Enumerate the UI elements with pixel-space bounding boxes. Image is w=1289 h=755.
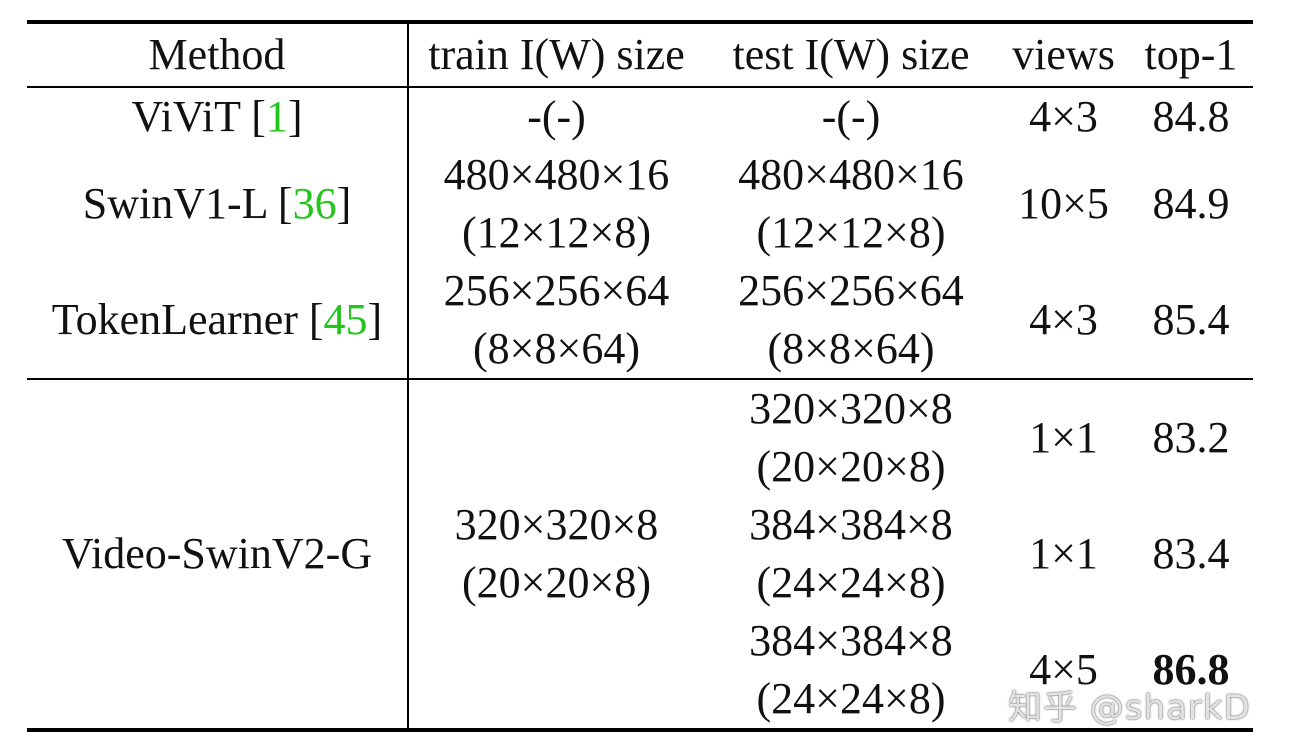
header-row: Method train I(W) size test I(W) size vi… — [27, 22, 1253, 87]
method-name: SwinV1-L — [82, 179, 267, 228]
train-size-line1: 320×320×8 — [454, 500, 659, 549]
test-size-cell: 384×384×8 (24×24×8) — [704, 496, 998, 612]
train-size-cell: 320×320×8 (20×20×8) — [408, 379, 704, 730]
test-size-line2: (20×20×8) — [756, 442, 946, 491]
views-cell: 1×1 — [1029, 529, 1098, 578]
watermark: 知乎 @sharkD — [1008, 688, 1251, 728]
table-row: TokenLearner [45] 256×256×64 (8×8×64) 256… — [27, 262, 1253, 379]
test-size-cell: -(-) — [821, 92, 881, 141]
top1-cell: 85.4 — [1152, 295, 1230, 344]
train-size-cell: 480×480×16 (12×12×8) — [408, 146, 704, 262]
views-cell: 1×1 — [1029, 413, 1098, 462]
top1-cell: 84.9 — [1152, 179, 1230, 228]
method-cell: TokenLearner [45] — [27, 262, 409, 379]
train-size-line1: 480×480×16 — [443, 150, 670, 199]
method-name: TokenLearner — [51, 295, 298, 344]
method-name: ViViT — [131, 92, 241, 141]
test-size-line2: (24×24×8) — [756, 558, 946, 607]
header-train-size: train I(W) size — [428, 30, 685, 79]
test-size-line2: (24×24×8) — [756, 674, 946, 723]
top1-cell-best: 86.8 — [1152, 645, 1230, 694]
results-table: Method train I(W) size test I(W) size vi… — [27, 20, 1253, 732]
top1-cell: 83.2 — [1152, 413, 1230, 462]
views-cell: 10×5 — [1018, 179, 1109, 228]
train-size-line2: (20×20×8) — [462, 558, 651, 607]
test-size-cell: 320×320×8 (20×20×8) — [704, 379, 998, 496]
test-size-cell: 480×480×16 (12×12×8) — [704, 146, 998, 262]
test-size-line2: (12×12×8) — [756, 208, 946, 257]
test-size-line1: 384×384×8 — [749, 500, 953, 549]
train-size-cell: 256×256×64 (8×8×64) — [408, 262, 704, 379]
test-size-line2: (8×8×64) — [767, 324, 935, 373]
train-size-line1: 256×256×64 — [443, 266, 670, 315]
results-table-container: Method train I(W) size test I(W) size vi… — [27, 20, 1253, 732]
test-size-cell: 384×384×8 (24×24×8) — [704, 612, 998, 730]
header-test-size: test I(W) size — [732, 30, 970, 79]
table-row: Video-SwinV2-G 320×320×8 (20×20×8) 320×32… — [27, 379, 1253, 730]
header-top1: top-1 — [1144, 30, 1238, 79]
train-size-line2: (8×8×64) — [473, 324, 640, 373]
top1-cell: 83.4 — [1152, 529, 1230, 578]
test-size-line1: 320×320×8 — [749, 384, 953, 433]
method-cell: SwinV1-L [36] — [27, 146, 409, 262]
method-cell: Video-SwinV2-G — [27, 379, 409, 730]
table-row: SwinV1-L [36] 480×480×16 (12×12×8) 480×48… — [27, 146, 1253, 262]
views-cell: 4×3 — [1029, 295, 1098, 344]
header-method: Method — [27, 22, 409, 87]
citation-link[interactable]: 36 — [292, 179, 337, 228]
train-size-cell: -(-) — [527, 92, 586, 141]
test-size-line1: 384×384×8 — [749, 616, 953, 665]
views-cell: 4×5 — [1029, 645, 1098, 694]
views-cell: 4×3 — [1029, 92, 1098, 141]
method-cell: ViViT [1] — [27, 87, 409, 146]
table-row: 384×384×8 (24×24×8) 1×1 83.4 — [27, 496, 1253, 612]
citation-link[interactable]: 1 — [265, 92, 288, 141]
test-size-cell: 256×256×64 (8×8×64) — [704, 262, 998, 379]
table-row: ViViT [1] -(-) -(-) 4×3 84.8 — [27, 87, 1253, 146]
header-views: views — [1012, 30, 1115, 79]
train-size-line2: (12×12×8) — [462, 208, 651, 257]
test-size-line1: 480×480×16 — [738, 150, 964, 199]
citation-link[interactable]: 45 — [323, 295, 368, 344]
top1-cell: 84.8 — [1152, 92, 1230, 141]
test-size-line1: 256×256×64 — [738, 266, 964, 315]
